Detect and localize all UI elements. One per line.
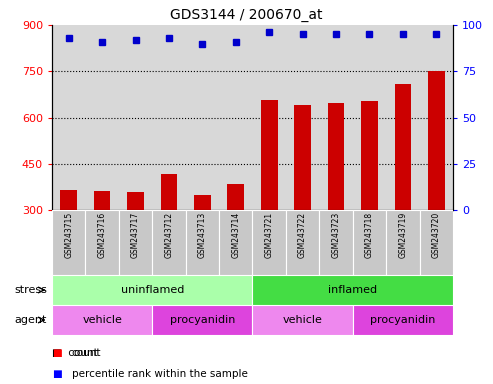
Bar bbox=[328, 103, 345, 210]
Text: ■  count: ■ count bbox=[52, 348, 98, 358]
Bar bbox=[119, 210, 152, 275]
Text: agent: agent bbox=[15, 315, 47, 325]
Bar bbox=[219, 210, 252, 275]
Text: inflamed: inflamed bbox=[328, 285, 377, 295]
Text: ■: ■ bbox=[52, 348, 62, 358]
Bar bbox=[252, 305, 353, 335]
Bar bbox=[85, 210, 119, 275]
Text: GSM243720: GSM243720 bbox=[432, 212, 441, 258]
Bar bbox=[319, 210, 353, 275]
Bar bbox=[420, 210, 453, 275]
Bar bbox=[194, 195, 211, 210]
Text: procyanidin: procyanidin bbox=[170, 315, 235, 325]
Text: GSM243723: GSM243723 bbox=[331, 212, 341, 258]
Text: GSM243713: GSM243713 bbox=[198, 212, 207, 258]
Bar bbox=[252, 275, 453, 305]
Text: uninflamed: uninflamed bbox=[121, 285, 184, 295]
Bar bbox=[152, 305, 252, 335]
Text: GSM243715: GSM243715 bbox=[64, 212, 73, 258]
Text: ■: ■ bbox=[52, 369, 62, 379]
Bar bbox=[227, 184, 244, 210]
Text: vehicle: vehicle bbox=[82, 315, 122, 325]
Bar bbox=[294, 104, 311, 210]
Bar bbox=[252, 210, 286, 275]
Bar bbox=[127, 192, 144, 210]
Bar bbox=[52, 275, 252, 305]
Bar bbox=[60, 190, 77, 210]
Bar bbox=[161, 174, 177, 210]
Text: stress: stress bbox=[14, 285, 47, 295]
Bar bbox=[394, 84, 411, 210]
Bar bbox=[186, 210, 219, 275]
Text: GSM243717: GSM243717 bbox=[131, 212, 140, 258]
Bar bbox=[261, 99, 278, 210]
Text: procyanidin: procyanidin bbox=[370, 315, 435, 325]
Bar bbox=[353, 305, 453, 335]
Bar bbox=[286, 210, 319, 275]
Text: GSM243714: GSM243714 bbox=[231, 212, 240, 258]
Bar bbox=[52, 305, 152, 335]
Text: GSM243712: GSM243712 bbox=[165, 212, 174, 258]
Text: GSM243722: GSM243722 bbox=[298, 212, 307, 258]
Text: vehicle: vehicle bbox=[282, 315, 322, 325]
Text: GSM243716: GSM243716 bbox=[98, 212, 106, 258]
Bar bbox=[428, 71, 445, 210]
Bar bbox=[361, 101, 378, 210]
Bar bbox=[152, 210, 186, 275]
Text: percentile rank within the sample: percentile rank within the sample bbox=[71, 369, 247, 379]
Bar bbox=[353, 210, 386, 275]
Text: GDS3144 / 200670_at: GDS3144 / 200670_at bbox=[170, 8, 323, 22]
Bar bbox=[386, 210, 420, 275]
Bar bbox=[52, 210, 85, 275]
Text: count: count bbox=[71, 348, 101, 358]
Text: GSM243719: GSM243719 bbox=[398, 212, 407, 258]
Text: GSM243718: GSM243718 bbox=[365, 212, 374, 258]
Text: GSM243721: GSM243721 bbox=[265, 212, 274, 258]
Bar bbox=[94, 191, 110, 210]
